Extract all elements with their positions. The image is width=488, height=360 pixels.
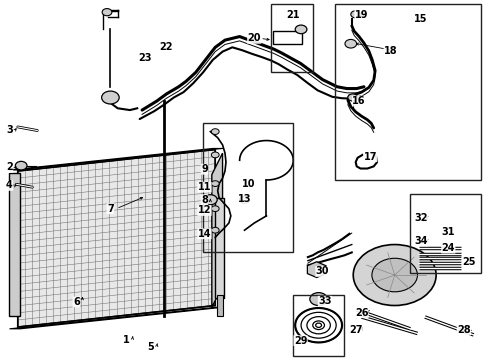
Bar [203,123,293,252]
Circle shape [352,244,435,306]
Circle shape [15,161,27,170]
Text: 10: 10 [241,179,255,189]
Text: 7: 7 [107,204,114,214]
Text: 15: 15 [413,14,427,24]
Bar [9,173,20,316]
Bar [272,31,302,44]
Text: 21: 21 [286,10,300,20]
Text: 3: 3 [6,125,13,135]
Bar [215,198,224,298]
Text: 22: 22 [159,42,172,52]
Circle shape [347,94,357,101]
Text: 25: 25 [461,257,474,267]
Text: 4: 4 [6,180,13,190]
Text: 13: 13 [237,194,251,204]
Bar [334,4,480,180]
Circle shape [211,181,219,186]
Text: 20: 20 [247,33,261,43]
Polygon shape [211,153,222,307]
Circle shape [211,227,219,233]
Circle shape [309,293,327,306]
Text: 27: 27 [348,325,362,335]
Circle shape [344,40,356,48]
Circle shape [295,25,306,34]
Text: 9: 9 [201,164,207,174]
Circle shape [211,206,219,212]
Text: 28: 28 [456,325,470,335]
Text: 18: 18 [383,46,397,56]
Bar [216,295,222,316]
Circle shape [350,11,360,18]
Text: 11: 11 [197,182,211,192]
Text: 12: 12 [197,206,211,216]
Bar [271,4,312,72]
Text: 1: 1 [123,334,130,345]
Text: 32: 32 [413,213,427,222]
Text: 16: 16 [352,96,365,106]
Text: 30: 30 [315,266,328,276]
Text: 2: 2 [6,162,13,172]
Text: 6: 6 [73,297,80,307]
Text: 17: 17 [363,152,376,162]
Text: 29: 29 [293,336,306,346]
Circle shape [211,129,219,134]
Circle shape [211,152,219,158]
Text: 19: 19 [354,10,367,20]
Polygon shape [9,148,222,170]
Text: 26: 26 [354,308,367,318]
Circle shape [371,258,417,292]
Polygon shape [18,149,215,327]
Bar [409,194,480,273]
Text: 31: 31 [441,227,454,237]
Bar [293,295,344,356]
Circle shape [102,91,119,104]
Text: 14: 14 [197,229,211,239]
Text: 34: 34 [413,236,427,246]
Circle shape [102,9,112,16]
Text: 8: 8 [201,195,207,205]
Text: 24: 24 [441,243,454,253]
Text: 33: 33 [318,296,331,306]
Text: 23: 23 [138,53,151,63]
Circle shape [203,195,217,205]
Text: 5: 5 [147,342,154,352]
Circle shape [239,196,249,203]
Polygon shape [9,307,222,329]
